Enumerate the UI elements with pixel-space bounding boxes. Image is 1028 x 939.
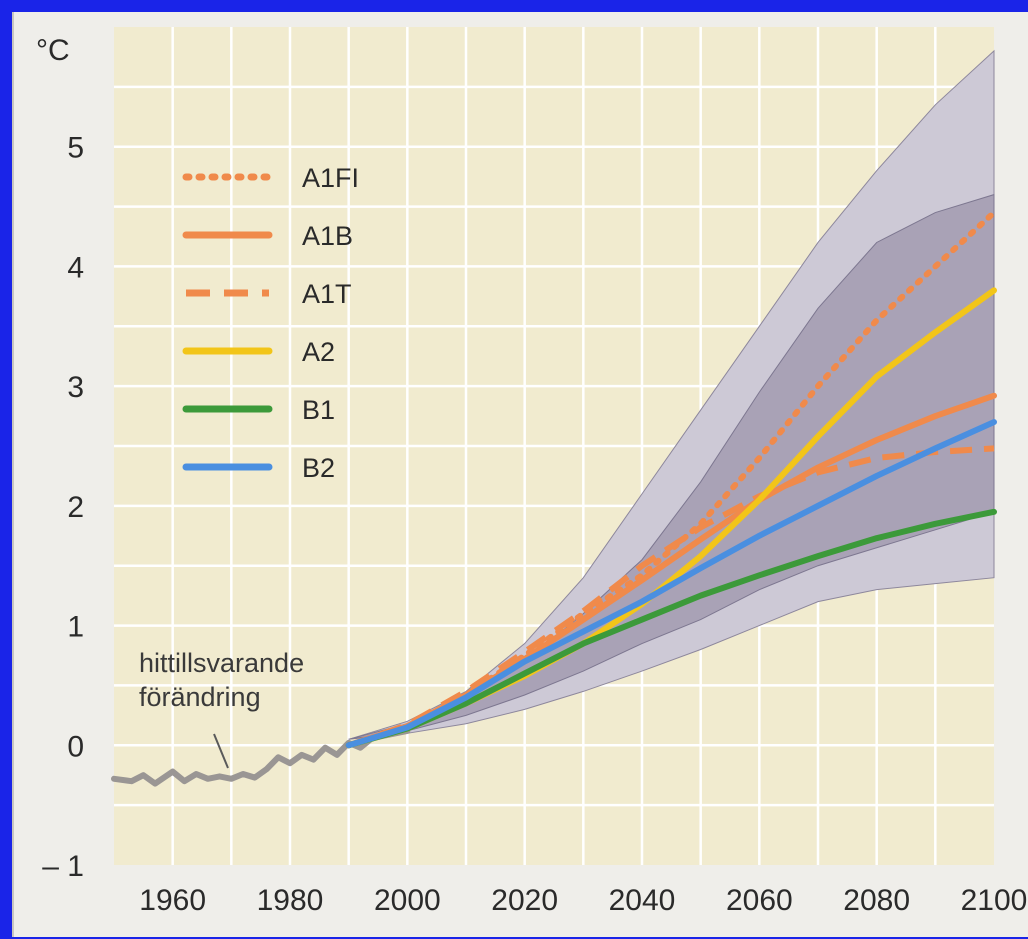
legend: A1FI A1B A1T A2 B1 B2 <box>182 163 359 483</box>
annotation-pointer <box>213 733 229 769</box>
series-line-b1 <box>345 508 997 749</box>
historical-label-line-1: hittillsvarande <box>139 648 304 678</box>
historical-annotation: hittillsvarande förändring <box>139 648 304 769</box>
legend-label-a1b: A1B <box>302 221 353 251</box>
y-tick-label: 5 <box>67 132 84 165</box>
y-tick-label: 3 <box>67 371 84 404</box>
legend-label-a1fi: A1FI <box>302 163 359 193</box>
x-tick-label: 2060 <box>726 884 793 917</box>
x-tick-label: 1980 <box>257 884 324 917</box>
x-tick-label: 2000 <box>374 884 441 917</box>
y-tick-label: 0 <box>67 730 84 763</box>
legend-label-b1: B1 <box>302 395 335 425</box>
scenario-series <box>345 209 997 749</box>
x-tick-label: 2020 <box>491 884 558 917</box>
historical-label-line-2: förändring <box>139 682 261 712</box>
legend-label-a1t: A1T <box>302 279 352 309</box>
x-tick-label: 2100 <box>961 884 1028 917</box>
temperature-chart: °C – 1 0 1 2 3 4 5 1960 1980 2000 2020 2040 2060 208… <box>36 27 1027 917</box>
series-line-a1t <box>347 445 995 749</box>
x-tick-label: 1960 <box>139 884 206 917</box>
x-tick-label: 2080 <box>843 884 910 917</box>
y-tick-label: 2 <box>67 491 84 524</box>
chart-frame: °C – 1 0 1 2 3 4 5 1960 1980 2000 2020 2040 2060 208… <box>12 12 1028 937</box>
x-tick-label: 2040 <box>609 884 676 917</box>
historical-series <box>111 727 411 787</box>
historical-line <box>111 727 411 787</box>
y-tick-label: 4 <box>67 251 84 284</box>
legend-label-a2: A2 <box>302 337 335 367</box>
y-tick-label: – 1 <box>42 850 84 883</box>
y-tick-labels: – 1 0 1 2 3 4 5 <box>42 132 84 883</box>
x-tick-labels: 1960 1980 2000 2020 2040 2060 2080 2100 <box>139 884 1027 917</box>
y-axis-label: °C <box>36 34 70 67</box>
legend-label-b2: B2 <box>302 453 335 483</box>
y-tick-label: 1 <box>67 611 84 644</box>
series-line-b2 <box>345 419 997 749</box>
